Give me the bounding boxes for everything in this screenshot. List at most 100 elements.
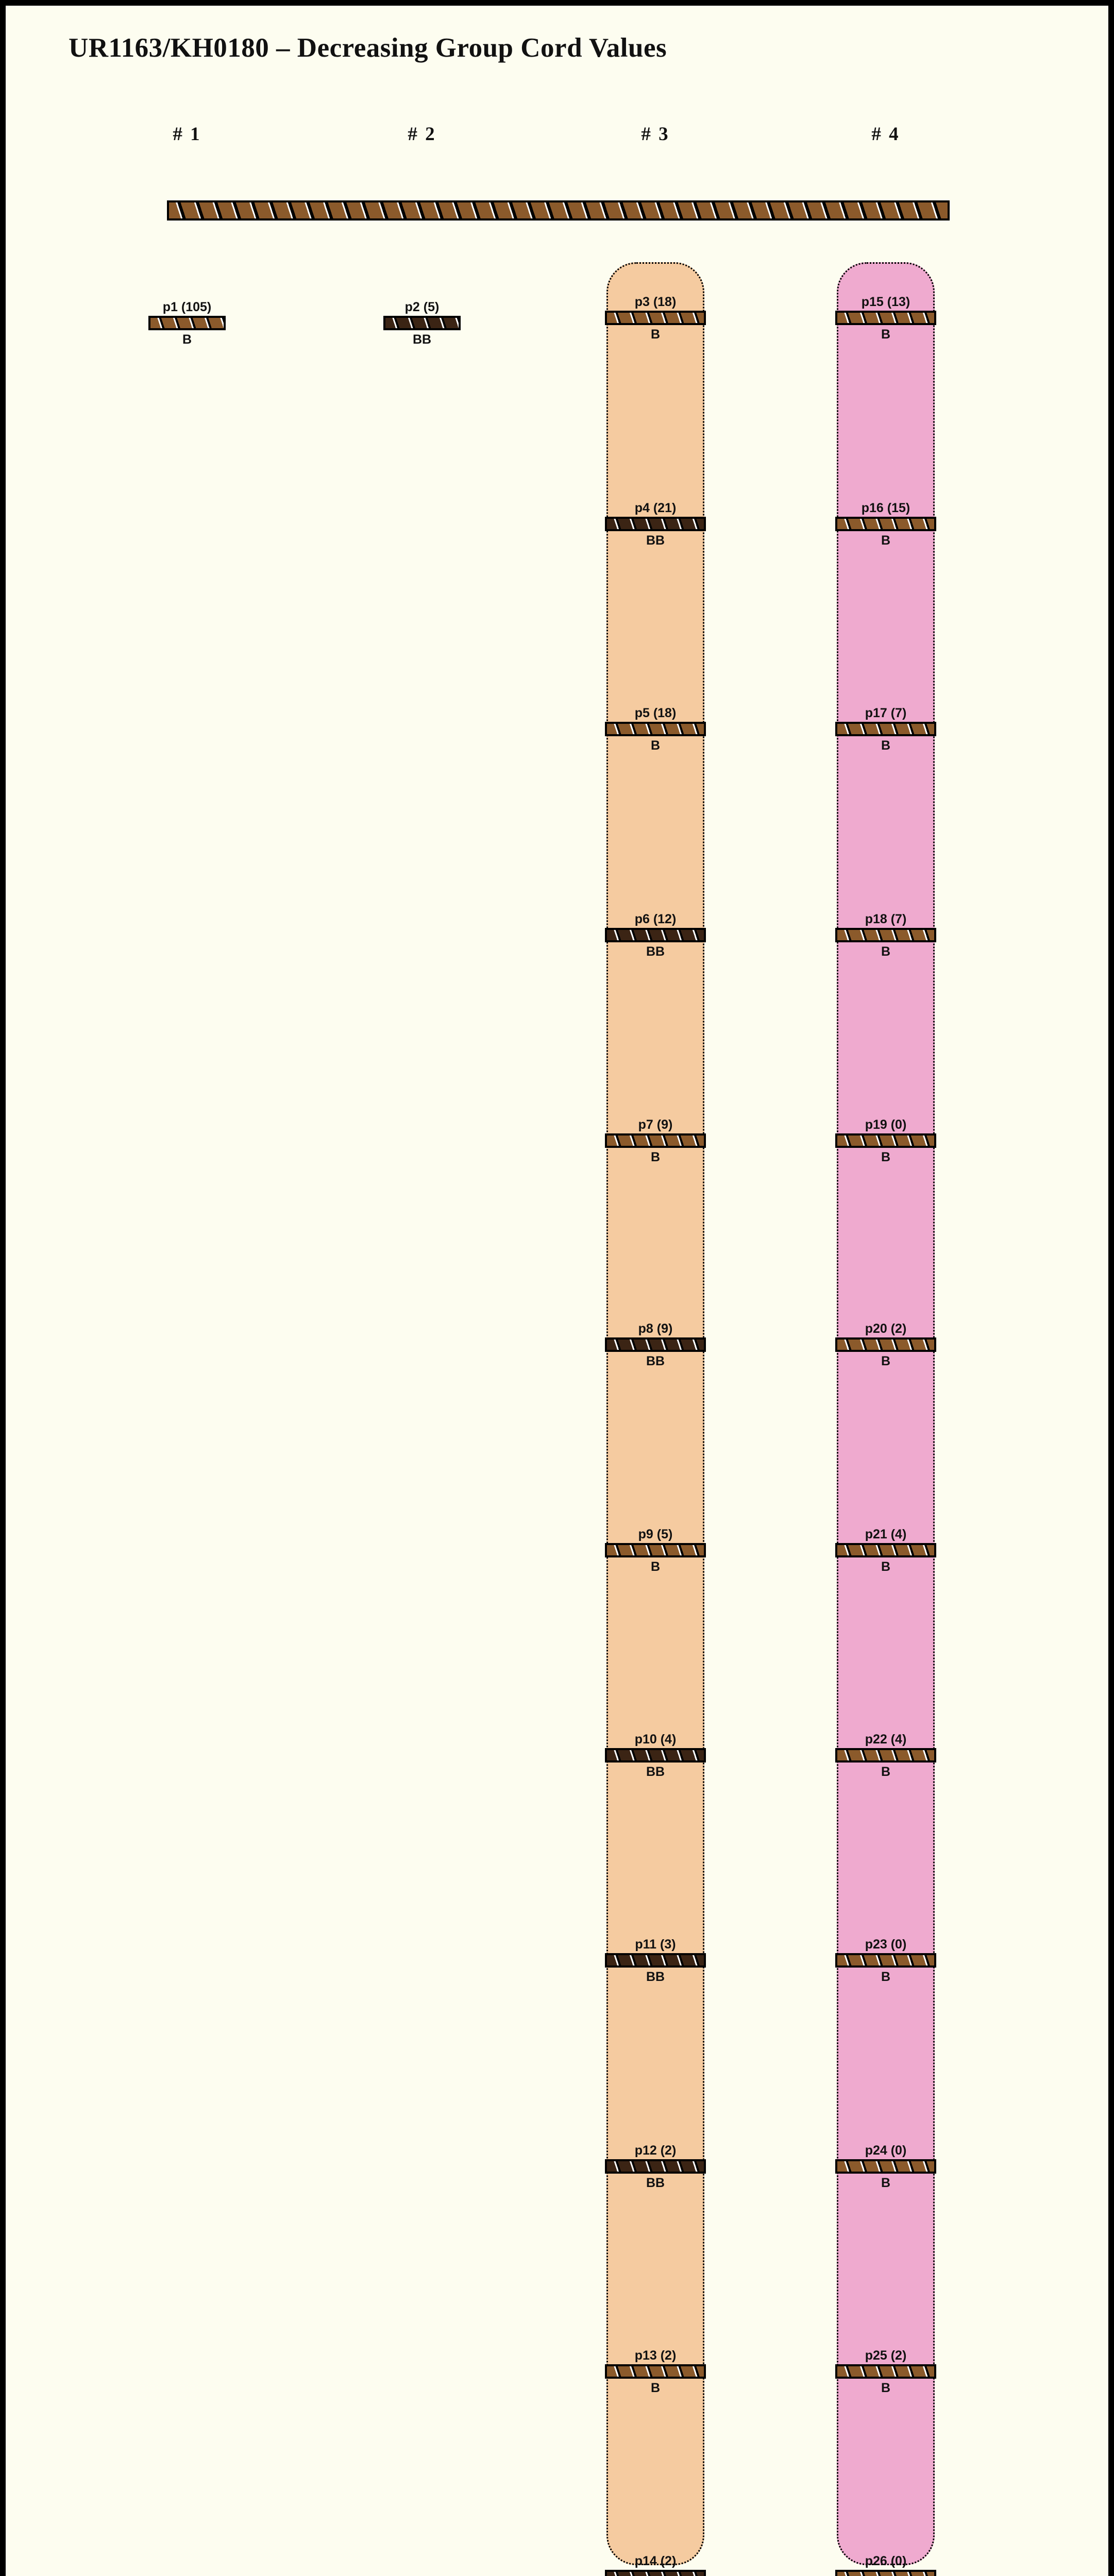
cord-ply-p7: B — [650, 1150, 661, 1164]
cord-ply-p4: BB — [646, 533, 665, 548]
pendant-cord-p18[interactable]: p18 (7) B — [819, 911, 953, 960]
group-band-4 — [837, 262, 935, 2565]
pendant-cord-p9[interactable]: p9 (5) B — [588, 1527, 722, 1575]
cord-ply-p23: B — [881, 1970, 891, 1984]
cord-ply-p13: B — [650, 2381, 661, 2395]
pendant-label-p4: p4 (21) — [634, 501, 677, 515]
cord-bar-p1 — [148, 316, 226, 330]
pendant-cord-p11[interactable]: p11 (3) BB — [588, 1937, 722, 1985]
cord-bar-p21 — [835, 1543, 936, 1557]
cord-ply-p16: B — [881, 533, 891, 548]
pendant-cord-p4[interactable]: p4 (21) BB — [588, 500, 722, 549]
cord-bar-p25 — [835, 2364, 936, 2379]
cord-ply-p20: B — [881, 1354, 891, 1368]
cord-bar-p24 — [835, 2159, 936, 2174]
cord-bar-p17 — [835, 722, 936, 736]
group-band-3 — [606, 262, 704, 2565]
pendant-cord-p6[interactable]: p6 (12) BB — [588, 911, 722, 960]
cord-ply-p17: B — [881, 738, 891, 753]
pendant-cord-p1[interactable]: p1 (105) B — [120, 299, 254, 348]
column-header-3: # 3 — [641, 124, 670, 145]
pendant-label-p12: p12 (2) — [634, 2143, 677, 2158]
cord-bar-p19 — [835, 1133, 936, 1148]
pendant-cord-p2[interactable]: p2 (5) BB — [355, 299, 489, 348]
cord-bar-p10 — [605, 1748, 706, 1762]
pendant-cord-p15[interactable]: p15 (13) B — [819, 294, 953, 343]
pendant-label-p8: p8 (9) — [638, 1321, 673, 1336]
column-header-4: # 4 — [871, 124, 900, 145]
pendant-label-p2: p2 (5) — [404, 300, 440, 314]
pendant-cord-p3[interactable]: p3 (18) B — [588, 294, 722, 343]
cord-ply-p6: BB — [646, 944, 665, 959]
cord-bar-p5 — [605, 722, 706, 736]
pendant-cord-p12[interactable]: p12 (2) BB — [588, 2143, 722, 2191]
cord-bar-p16 — [835, 517, 936, 531]
cord-ply-p15: B — [881, 327, 891, 342]
cord-ply-p19: B — [881, 1150, 891, 1164]
pendant-label-p11: p11 (3) — [635, 1937, 676, 1952]
cord-bar-p26 — [835, 2570, 936, 2576]
pendant-label-p20: p20 (2) — [865, 1321, 907, 1336]
pendant-cord-p8[interactable]: p8 (9) BB — [588, 1321, 722, 1369]
pendant-cord-p24[interactable]: p24 (0) B — [819, 2143, 953, 2191]
pendant-cord-p22[interactable]: p22 (4) B — [819, 1732, 953, 1780]
cord-bar-p4 — [605, 517, 706, 531]
cord-ply-p18: B — [881, 944, 891, 959]
pendant-cord-p25[interactable]: p25 (2) B — [819, 2348, 953, 2396]
pendant-label-p9: p9 (5) — [638, 1527, 673, 1541]
cord-ply-p3: B — [650, 327, 661, 342]
cord-ply-p22: B — [881, 1765, 891, 1779]
cord-bar-p2 — [383, 316, 461, 330]
column-header-2: # 2 — [408, 124, 436, 145]
pendant-cord-p7[interactable]: p7 (9) B — [588, 1117, 722, 1165]
pendant-cord-p17[interactable]: p17 (7) B — [819, 705, 953, 754]
cord-bar-p13 — [605, 2364, 706, 2379]
cord-ply-p8: BB — [646, 1354, 665, 1368]
pendant-label-p18: p18 (7) — [865, 912, 907, 926]
pendant-label-p13: p13 (2) — [634, 2348, 677, 2363]
cord-bar-p7 — [605, 1133, 706, 1148]
pendant-label-p23: p23 (0) — [865, 1937, 907, 1952]
cord-bar-p14 — [605, 2570, 706, 2576]
pendant-label-p14: p14 (2) — [634, 2554, 677, 2568]
pendant-cord-p20[interactable]: p20 (2) B — [819, 1321, 953, 1369]
pendant-label-p22: p22 (4) — [865, 1732, 907, 1747]
pendant-cord-p26[interactable]: p26 (0)B — [819, 2553, 953, 2576]
cord-ply-p1: B — [182, 332, 192, 347]
page-title: UR1163/KH0180 – Decreasing Group Cord Va… — [69, 33, 667, 63]
cord-bar-p23 — [835, 1953, 936, 1968]
pendant-label-p6: p6 (12) — [634, 912, 677, 926]
pendant-cord-p13[interactable]: p13 (2) B — [588, 2348, 722, 2396]
cord-bar-p20 — [835, 1337, 936, 1352]
pendant-label-p1: p1 (105) — [162, 300, 212, 314]
pendant-cord-p21[interactable]: p21 (4) B — [819, 1527, 953, 1575]
cord-bar-p6 — [605, 928, 706, 942]
cord-bar-p11 — [605, 1953, 706, 1968]
cord-bar-p9 — [605, 1543, 706, 1557]
pendant-label-p26: p26 (0) — [865, 2554, 907, 2568]
pendant-label-p25: p25 (2) — [865, 2348, 907, 2363]
cord-ply-p24: B — [881, 2176, 891, 2190]
cord-bar-p18 — [835, 928, 936, 942]
pendant-label-p7: p7 (9) — [638, 1117, 673, 1132]
pendant-cord-p16[interactable]: p16 (15) B — [819, 500, 953, 549]
pendant-cord-p14[interactable]: p14 (2)BB — [588, 2553, 722, 2576]
cord-ply-p9: B — [650, 1560, 661, 1574]
cord-ply-p11: BB — [646, 1970, 665, 1984]
cord-ply-p5: B — [650, 738, 661, 753]
cord-bar-p12 — [605, 2159, 706, 2174]
cord-ply-p12: BB — [646, 2176, 665, 2190]
cord-bar-p15 — [835, 311, 936, 325]
cord-ply-p21: B — [881, 1560, 891, 1574]
primary-cord — [167, 200, 950, 221]
pendant-cord-p19[interactable]: p19 (0) B — [819, 1117, 953, 1165]
pendant-cord-p23[interactable]: p23 (0) B — [819, 1937, 953, 1985]
pendant-label-p21: p21 (4) — [865, 1527, 907, 1541]
pendant-cord-p10[interactable]: p10 (4) BB — [588, 1732, 722, 1780]
cord-ply-p10: BB — [646, 1765, 665, 1779]
pendant-cord-p5[interactable]: p5 (18) B — [588, 705, 722, 754]
column-header-1: # 1 — [173, 124, 201, 145]
pendant-label-p17: p17 (7) — [865, 706, 907, 720]
pendant-label-p24: p24 (0) — [865, 2143, 907, 2158]
